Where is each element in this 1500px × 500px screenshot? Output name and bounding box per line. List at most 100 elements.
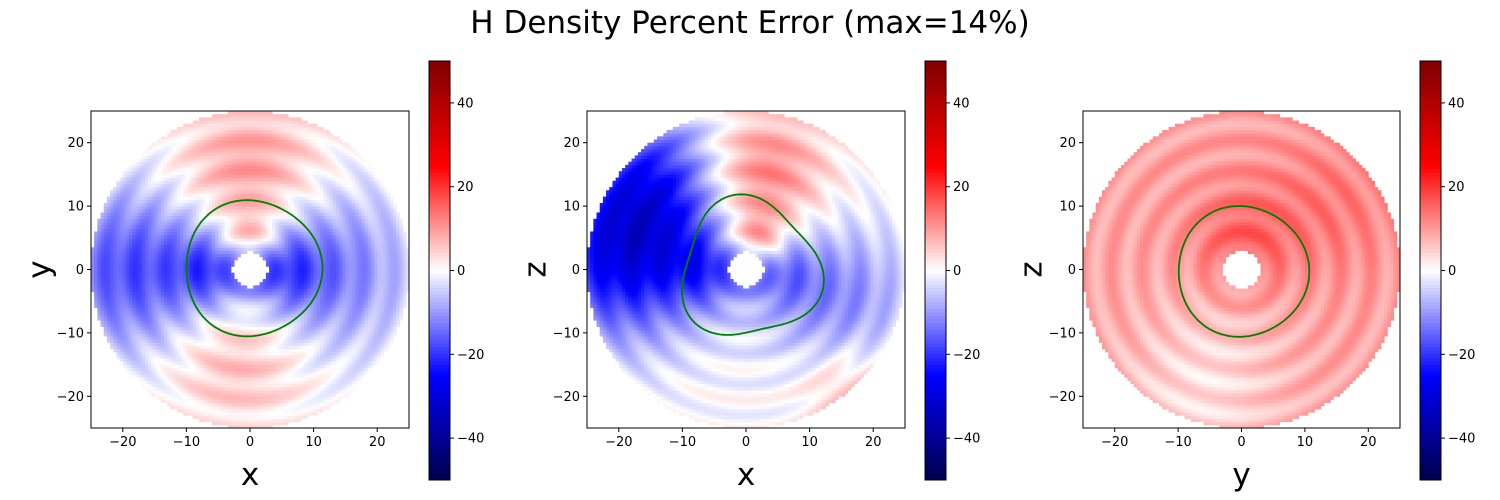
heatmap-cell [212, 339, 216, 343]
heatmap-cell [190, 320, 194, 324]
heatmap-cell [215, 377, 219, 381]
heatmap-cell [126, 238, 130, 242]
heatmap-cell [171, 165, 175, 169]
heatmap-cell [199, 308, 203, 312]
heatmap-cell [136, 270, 140, 274]
heatmap-cell [104, 254, 108, 258]
heatmap-cell [218, 298, 222, 302]
heatmap-cell [190, 270, 194, 274]
heatmap-cell [145, 193, 149, 197]
heatmap-cell [272, 384, 276, 388]
heatmap-cell [110, 193, 114, 197]
heatmap-cell [161, 355, 165, 359]
heatmap-cell [231, 374, 235, 378]
heatmap-cell [186, 187, 190, 191]
heatmap-cell [193, 327, 197, 331]
heatmap-cell [164, 171, 168, 175]
heatmap-cell [240, 241, 244, 245]
heatmap-cell [132, 358, 136, 362]
heatmap-cell [260, 231, 264, 235]
heatmap-cell [174, 235, 178, 239]
heatmap-cell [129, 301, 133, 305]
heatmap-cell [136, 159, 140, 163]
heatmap-cell [221, 146, 225, 150]
heatmap-cell [199, 212, 203, 216]
heatmap-cell [199, 193, 203, 197]
heatmap-cell [234, 308, 238, 312]
heatmap-cell [240, 298, 244, 302]
heatmap-cell [202, 203, 206, 207]
heatmap-cell [190, 355, 194, 359]
heatmap-cell [151, 380, 155, 384]
heatmap-cell [164, 399, 168, 403]
heatmap-cell [183, 289, 187, 293]
heatmap-cell [193, 247, 197, 251]
heatmap-cell [231, 339, 235, 343]
heatmap-cell [209, 387, 213, 391]
heatmap-cell [129, 222, 133, 226]
heatmap-cell [139, 273, 143, 277]
heatmap-cell [186, 346, 190, 350]
heatmap-cell [145, 165, 149, 169]
heatmap-cell [101, 292, 105, 296]
heatmap-cell [158, 298, 162, 302]
heatmap-cell [110, 222, 114, 226]
heatmap-cell [193, 184, 197, 188]
heatmap-cell [225, 368, 229, 372]
heatmap-cell [174, 308, 178, 312]
heatmap-cell [231, 399, 235, 403]
heatmap-cell [132, 225, 136, 229]
heatmap-cell [260, 136, 264, 140]
heatmap-cell [107, 266, 111, 270]
heatmap-cell [260, 225, 264, 229]
heatmap-cell [120, 193, 124, 197]
heatmap-cell [228, 140, 232, 144]
heatmap-cell [155, 336, 159, 340]
heatmap-cell [253, 193, 257, 197]
heatmap-cell [158, 140, 162, 144]
heatmap-cell [183, 187, 187, 191]
heatmap-cell [171, 136, 175, 140]
heatmap-cell [263, 244, 267, 248]
heatmap-cell [199, 387, 203, 391]
heatmap-cell [155, 184, 159, 188]
heatmap-cell [247, 178, 251, 182]
heatmap-cell [275, 140, 279, 144]
heatmap-cell [250, 317, 254, 321]
heatmap-cell [164, 304, 168, 308]
heatmap-cell [228, 231, 232, 235]
heatmap-cell [256, 393, 260, 397]
heatmap-cell [260, 117, 264, 121]
heatmap-cell [285, 235, 289, 239]
heatmap-cell [148, 380, 152, 384]
heatmap-cell [205, 282, 209, 286]
heatmap-cell [113, 342, 117, 346]
heatmap-cell [221, 308, 225, 312]
heatmap-cell [282, 396, 286, 400]
heatmap-cell [282, 418, 286, 422]
heatmap-cell [136, 365, 140, 369]
heatmap-cell [275, 260, 279, 264]
heatmap-cell [129, 250, 133, 254]
heatmap-cell [212, 311, 216, 315]
heatmap-cell [263, 225, 267, 229]
heatmap-cell [228, 320, 232, 324]
heatmap-cell [225, 342, 229, 346]
heatmap-cell [231, 298, 235, 302]
heatmap-cell [123, 327, 127, 331]
heatmap-cell [180, 358, 184, 362]
heatmap-cell [231, 336, 235, 340]
heatmap-cell [180, 171, 184, 175]
heatmap-cell [209, 377, 213, 381]
heatmap-cell [183, 327, 187, 331]
heatmap-cell [193, 377, 197, 381]
heatmap-cell [260, 380, 264, 384]
heatmap-cell [180, 352, 184, 356]
heatmap-cell [253, 149, 257, 153]
heatmap-cell [161, 254, 165, 258]
heatmap-cell [247, 365, 251, 369]
heatmap-cell [225, 171, 229, 175]
heatmap-cell [110, 203, 114, 207]
heatmap-cell [209, 181, 213, 185]
heatmap-cell [126, 263, 130, 267]
